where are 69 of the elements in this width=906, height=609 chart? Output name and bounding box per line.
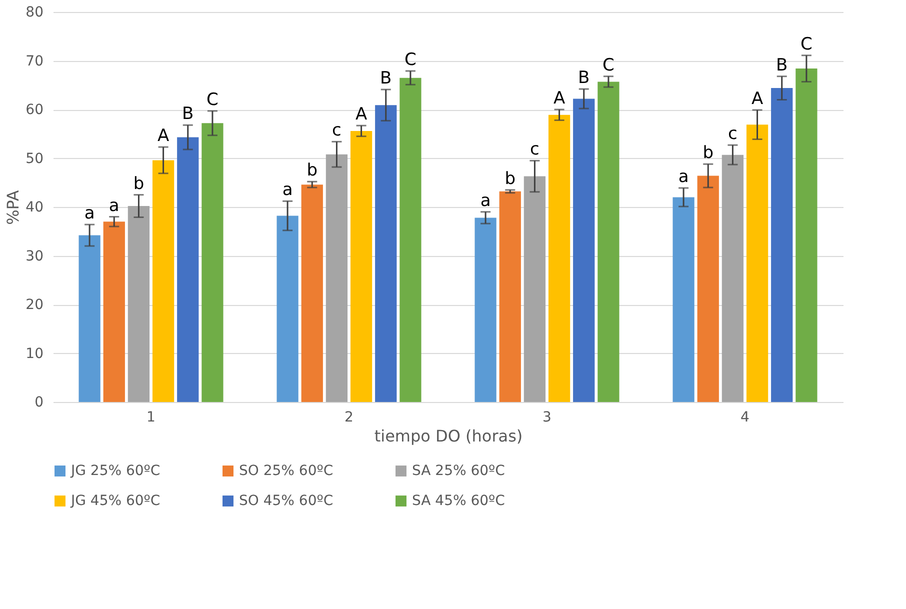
data-label: b: [702, 143, 714, 164]
x-axis-title: tiempo DO (horas): [374, 426, 523, 446]
bar: [400, 78, 422, 402]
legend-label: JG 45% 60ºC: [70, 493, 160, 509]
data-label: A: [751, 88, 764, 109]
data-label: C: [404, 50, 416, 70]
y-tick-label: 40: [26, 200, 44, 216]
x-tick-label: 3: [542, 410, 552, 426]
y-tick-label: 20: [26, 297, 44, 313]
bar: [499, 191, 521, 402]
data-label: B: [182, 104, 194, 124]
bar: [326, 154, 348, 402]
bar: [202, 123, 224, 402]
bar: [746, 124, 768, 402]
data-label: b: [306, 160, 318, 181]
y-tick-label: 30: [26, 248, 44, 264]
bar: [474, 218, 496, 402]
data-label: A: [355, 104, 368, 125]
data-label: a: [84, 204, 95, 224]
bar: [697, 176, 719, 402]
x-tick-label: 1: [146, 410, 156, 426]
data-label: B: [776, 55, 788, 76]
legend-label: SO 25% 60ºC: [239, 463, 334, 479]
bar: [350, 130, 372, 402]
data-label: C: [206, 90, 218, 110]
bar: [524, 176, 546, 402]
bar: [78, 235, 100, 402]
data-label: C: [800, 34, 812, 54]
y-tick-label: 0: [34, 394, 44, 410]
data-label: c: [728, 124, 738, 144]
bar: [103, 222, 125, 402]
data-label: a: [480, 190, 491, 211]
x-tick-label: 4: [740, 410, 750, 426]
bar: [301, 184, 323, 402]
data-label: b: [133, 174, 144, 194]
bar: [598, 82, 620, 402]
y-tick-label: 10: [26, 346, 44, 362]
legend-label: JG 25% 60ºC: [70, 463, 160, 479]
bar: [177, 137, 199, 402]
y-tick-label: 80: [26, 4, 44, 20]
data-label: c: [332, 120, 342, 141]
y-tick-label: 70: [26, 53, 44, 70]
data-label: a: [678, 166, 689, 187]
bar: [375, 105, 397, 402]
y-axis-title: %PA: [4, 190, 23, 225]
bar: [276, 216, 298, 402]
legend-label: SA 25% 60ºC: [412, 463, 506, 479]
data-label: A: [157, 126, 170, 146]
x-tick-label: 2: [344, 410, 354, 426]
bar: [548, 114, 570, 402]
bar: [771, 88, 793, 402]
bar: [796, 68, 818, 402]
bar: [722, 154, 744, 402]
bar: [128, 206, 150, 402]
bar: [573, 98, 595, 402]
legend-label: SA 45% 60ºC: [412, 493, 506, 509]
data-label: a: [108, 196, 120, 216]
bar: [672, 197, 694, 402]
data-label: A: [553, 88, 566, 108]
data-label: b: [504, 168, 516, 189]
data-label: B: [578, 68, 590, 88]
data-label: a: [282, 180, 293, 200]
data-label: C: [602, 55, 614, 76]
data-label: B: [380, 68, 392, 89]
bar: [152, 160, 174, 402]
legend-label: SO 45% 60ºC: [239, 493, 334, 509]
data-label: c: [530, 140, 540, 160]
y-tick-label: 50: [26, 150, 44, 167]
y-tick-label: 60: [26, 102, 44, 118]
